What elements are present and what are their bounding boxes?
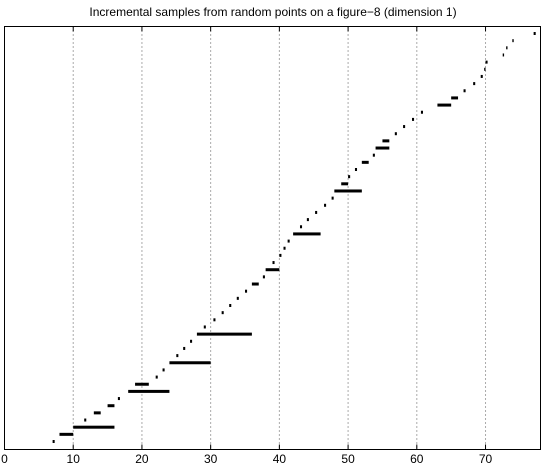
barcode-interval xyxy=(306,218,309,222)
barcode-interval xyxy=(221,311,224,315)
barcode-interval xyxy=(52,440,55,443)
barcode-interval xyxy=(84,418,87,422)
barcode-interval xyxy=(262,275,265,279)
barcode-interval xyxy=(411,117,415,121)
barcode-interval xyxy=(331,196,334,200)
barcode-bars xyxy=(52,32,536,443)
barcode-interval xyxy=(183,346,186,350)
barcode-interval xyxy=(420,110,423,114)
x-tick-label: 10 xyxy=(67,452,81,466)
barcode-interval xyxy=(229,304,232,307)
x-tick-label: 40 xyxy=(273,452,287,466)
barcode-interval xyxy=(117,397,120,401)
barcode-interval xyxy=(135,382,149,386)
barcode-interval xyxy=(315,210,318,214)
barcode-interval xyxy=(176,354,179,358)
barcode-interval xyxy=(512,39,514,43)
barcode-interval xyxy=(324,203,327,207)
barcode-interval xyxy=(394,132,397,136)
barcode-interval xyxy=(480,74,483,78)
barcode-interval xyxy=(348,175,351,179)
barcode-interval xyxy=(196,332,252,336)
barcode-interval xyxy=(265,268,280,272)
chart-title: Incremental samples from random points o… xyxy=(89,5,456,19)
barcode-interval xyxy=(203,325,206,329)
barcode-interval xyxy=(293,232,321,236)
x-tick-label: 30 xyxy=(204,452,218,466)
plot-frame xyxy=(4,26,541,450)
barcode-interval xyxy=(283,246,286,250)
barcode-interval xyxy=(107,404,115,408)
barcode-interval xyxy=(287,239,290,243)
barcode-interval xyxy=(272,261,275,265)
barcode-interval xyxy=(354,168,358,171)
x-tick-label: 70 xyxy=(479,452,493,466)
barcode-interval xyxy=(361,160,369,164)
x-tick-label: 50 xyxy=(341,452,355,466)
barcode-interval xyxy=(245,289,248,293)
barcode-interval xyxy=(382,139,390,143)
barcode-interval xyxy=(213,318,216,322)
barcode-interval xyxy=(73,425,115,429)
barcode-interval xyxy=(59,432,74,436)
barcode-interval xyxy=(279,253,282,257)
barcode-interval xyxy=(341,182,349,186)
x-tick-label: 60 xyxy=(410,452,424,466)
barcode-interval xyxy=(236,296,239,300)
barcode-interval xyxy=(162,368,165,372)
x-tick-label: 20 xyxy=(135,452,149,466)
x-axis-ticks: 0 10 20 30 40 50 60 70 xyxy=(1,26,493,466)
barcode-interval xyxy=(533,32,536,35)
x-tick-label: 0 xyxy=(1,452,8,466)
barcode-interval xyxy=(128,389,170,393)
barcode-interval xyxy=(372,153,375,157)
barcode-interval xyxy=(484,67,486,71)
barcode-interval xyxy=(299,225,303,229)
barcode-interval xyxy=(502,53,505,57)
barcode-interval xyxy=(375,146,390,150)
barcode-interval xyxy=(506,46,508,50)
barcode-interval xyxy=(334,189,362,193)
barcode-interval xyxy=(155,375,158,379)
grid-lines xyxy=(72,26,487,450)
barcode-interval xyxy=(190,339,193,343)
barcode-interval xyxy=(485,60,488,64)
barcode-interval xyxy=(473,82,476,86)
barcode-interval xyxy=(437,103,452,107)
barcode-interval xyxy=(403,125,406,129)
barcode-interval xyxy=(251,282,259,286)
barcode-interval xyxy=(93,411,101,415)
barcode-interval xyxy=(169,361,211,365)
barcode-interval xyxy=(463,89,466,93)
barcode-interval xyxy=(451,96,459,100)
